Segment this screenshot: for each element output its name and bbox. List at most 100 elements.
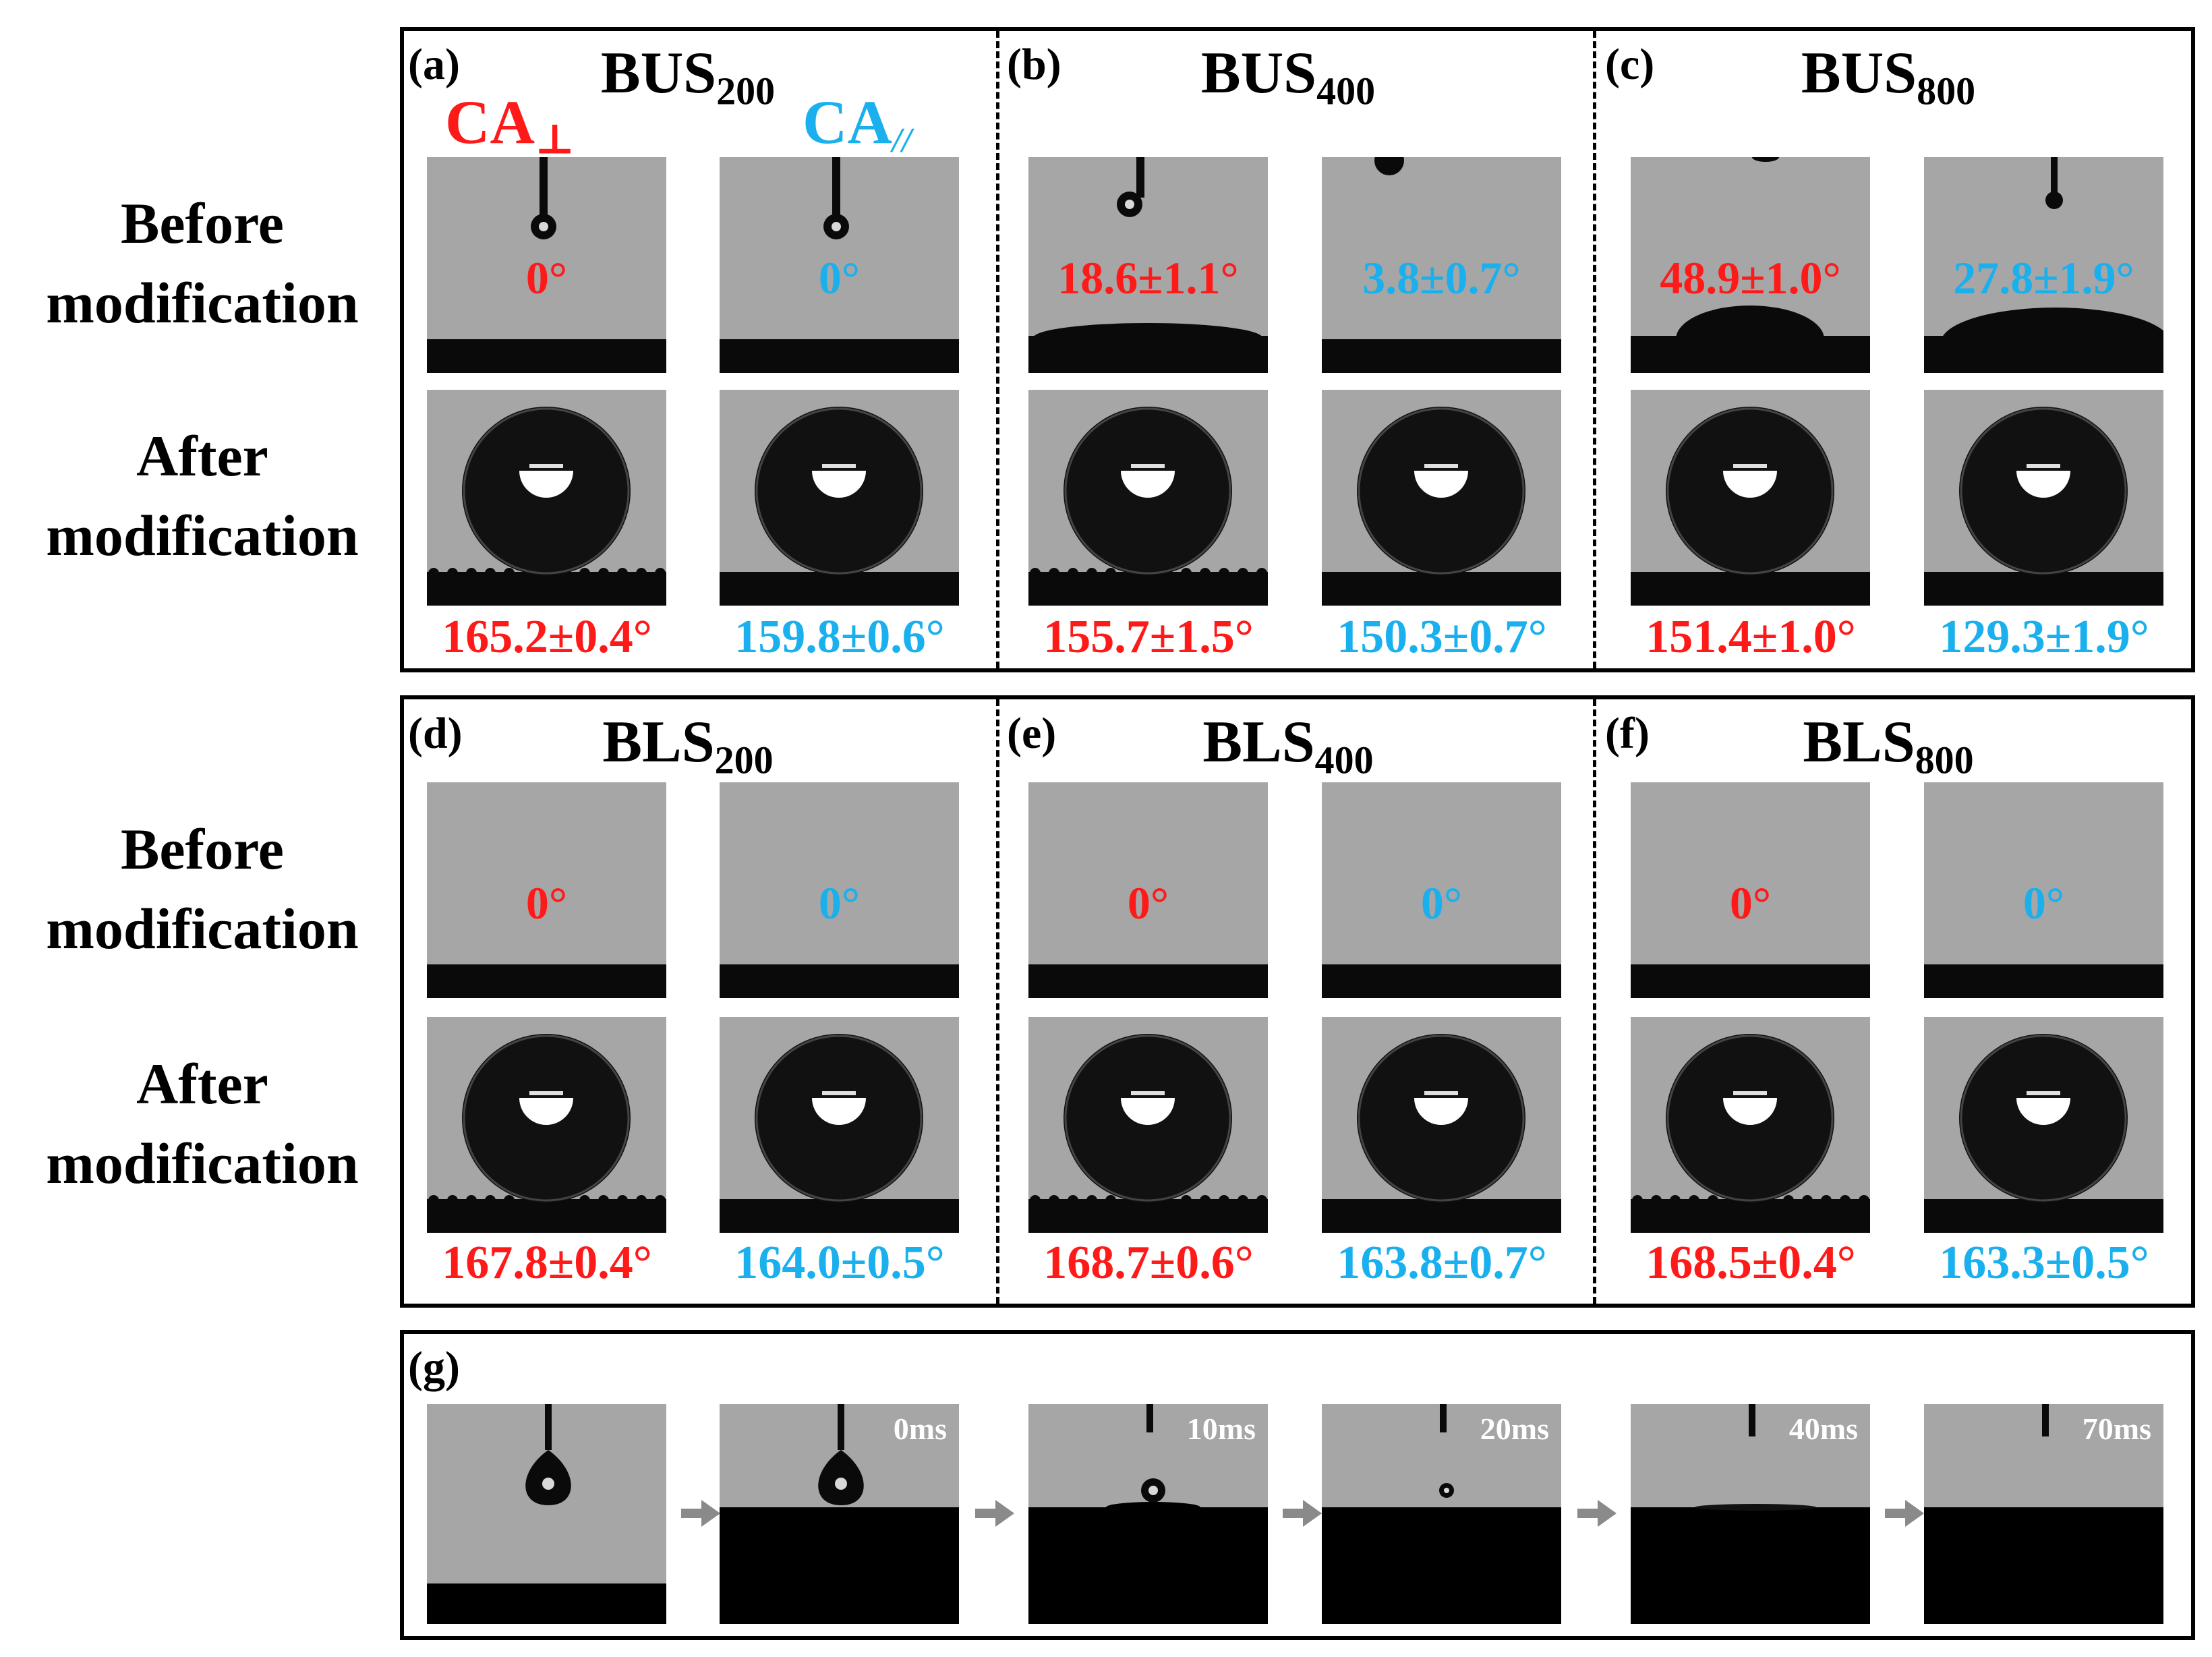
impact-frame: 40ms [1631,1404,1870,1624]
ca-parallel-legend: CA// [803,88,912,160]
before-modification-label-mid: Before modification [13,809,391,968]
panel-letter: (d) [408,709,463,758]
panel-box-bus [400,27,2195,672]
contact-angle-before-perp: 0° [525,877,568,929]
contact-angle-after-para: 163.8±0.7° [1337,1237,1547,1289]
after-label-line1: After [136,1051,268,1116]
droplet-photo-before: 0° [1028,782,1268,998]
droplet-photo-svg [1631,1017,1870,1233]
divider [996,31,999,668]
time-label: 40ms [1788,1412,1858,1446]
droplet-photo-svg [1028,782,1268,998]
before-label-line1: Before [121,191,284,256]
time-label: 70ms [2082,1412,2151,1446]
droplet-photo-svg [1322,157,1561,373]
before-label-line1: Before [121,817,284,881]
droplet-photo-before: 0° [720,782,959,998]
droplet-photo-before: 0° [427,157,666,373]
arrow-icon-svg [1577,1500,1617,1527]
droplet-photo-before: 0° [1631,782,1870,998]
droplet-photo-svg [720,157,959,373]
droplet-photo-svg [427,157,666,373]
arrow-icon [1283,1499,1323,1528]
droplet-photo-after [1924,1017,2163,1233]
arrow-icon [681,1499,722,1528]
droplet-photo-svg [720,1017,959,1233]
panel-title: BUS400 [1200,40,1376,113]
impact-frame-svg [1028,1404,1268,1624]
after-modification-label-top: After modification [13,416,391,575]
droplet-photo-svg [1322,1017,1561,1233]
arrow-icon-svg [681,1500,720,1527]
droplet-photo-before: 0° [720,157,959,373]
droplet-photo-svg [1924,1017,2163,1233]
contact-angle-before-para: 3.8±0.7° [1362,252,1521,303]
droplet-photo-svg [1924,390,2163,606]
contact-angle-after-para: 129.3±1.9° [1939,611,2149,663]
droplet-photo-svg [1322,390,1561,606]
panel-box-impact [400,1330,2195,1640]
droplet-photo-svg [427,1017,666,1233]
droplet-photo-after [427,1017,666,1233]
panel-letter: (g) [408,1343,460,1392]
after-label-line2: modification [46,1131,359,1196]
droplet-photo-svg [1322,782,1561,998]
droplet-photo-svg [427,390,666,606]
contact-angle-before-para: 0° [818,877,861,929]
arrow-icon [1577,1499,1618,1528]
droplet-photo-after [427,390,666,606]
droplet-photo-before: 0° [1924,782,2163,998]
droplet-photo-before: 0° [1322,782,1561,998]
impact-frame: 20ms [1322,1404,1561,1624]
divider [1593,31,1596,668]
after-modification-label-mid: After modification [13,1044,391,1203]
panel-letter: (e) [1007,709,1057,758]
contact-angle-before-para: 27.8±1.9° [1953,252,2134,303]
impact-frame: 0ms [720,1404,959,1624]
droplet-photo-after [1631,1017,1870,1233]
impact-frame: 10ms [1028,1404,1268,1624]
contact-angle-before-perp: 0° [1729,877,1772,929]
panel-letter: (f) [1605,709,1650,758]
before-modification-label-top: Before modification [13,183,391,343]
droplet-photo-after [720,390,959,606]
droplet-photo-after [1924,390,2163,606]
contact-angle-after-perp: 167.8±0.4° [442,1237,652,1289]
contact-angle-after-para: 159.8±0.6° [734,611,945,663]
panel-title: BLS400 [1202,709,1374,782]
droplet-photo-after [1028,1017,1268,1233]
arrow-icon-svg [975,1500,1014,1527]
ca-perpendicular-legend: CA⊥ [445,88,575,163]
contact-angle-after-perp: 168.7±0.6° [1043,1237,1254,1289]
panel-title: BLS200 [602,709,774,782]
before-label-line2: modification [46,270,359,335]
impact-frame [427,1404,666,1624]
contact-angle-after-para: 163.3±0.5° [1939,1237,2149,1289]
time-label: 0ms [893,1412,947,1446]
droplet-photo-svg [1028,157,1268,373]
impact-frame-svg [720,1404,959,1624]
droplet-photo-after [1028,390,1268,606]
contact-angle-after-perp: 155.7±1.5° [1043,611,1254,663]
after-label-line2: modification [46,503,359,568]
contact-angle-after-para: 150.3±0.7° [1337,611,1547,663]
droplet-photo-before: 48.9±1.0° [1631,157,1870,373]
contact-angle-before-perp: 0° [1127,877,1169,929]
droplet-photo-svg [1631,157,1870,373]
droplet-photo-after [1631,390,1870,606]
droplet-photo-svg [1631,782,1870,998]
panel-title: BUS200 [600,40,776,113]
before-label-line2: modification [46,896,359,961]
divider [996,699,999,1304]
droplet-photo-svg [1631,390,1870,606]
after-label-line1: After [136,424,268,488]
impact-frame-svg [1631,1404,1870,1624]
panel-letter: (a) [408,40,460,89]
droplet-photo-before: 18.6±1.1° [1028,157,1268,373]
contact-angle-before-para: 0° [818,252,861,303]
arrow-icon-svg [1885,1500,1924,1527]
droplet-photo-svg [427,782,666,998]
arrow-icon [1885,1499,1925,1528]
droplet-photo-before: 0° [427,782,666,998]
